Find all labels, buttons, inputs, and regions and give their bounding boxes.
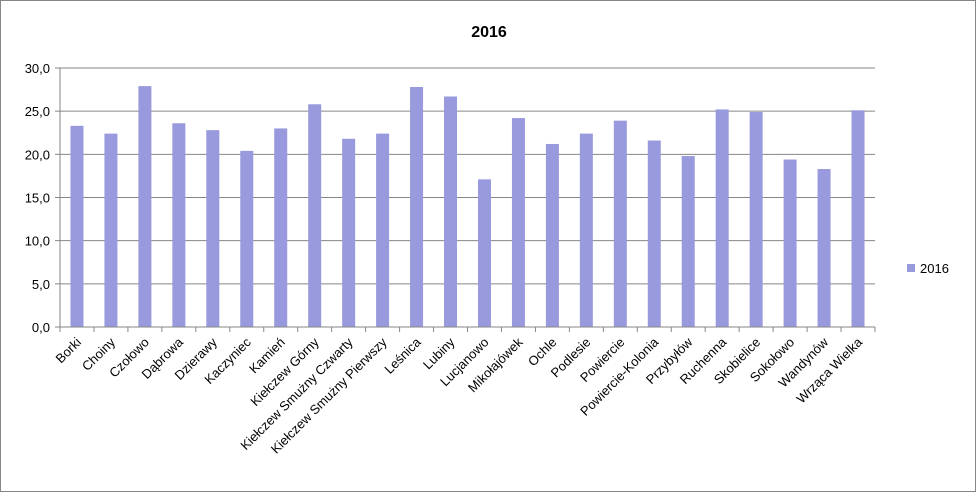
bar — [783, 159, 797, 327]
y-tick-label: 30,0 — [25, 61, 50, 76]
x-tick-label: Leśnica — [381, 334, 424, 377]
y-tick-label: 25,0 — [25, 104, 50, 119]
gridlines — [55, 67, 875, 328]
bar — [444, 96, 458, 328]
x-axis-tick-labels: BorkiChoinyCzołowoDąbrowaDzierawyKaczyni… — [53, 334, 866, 457]
bar — [681, 156, 695, 327]
bar-series — [70, 86, 865, 328]
bar — [817, 169, 831, 327]
y-axis-tick-labels: 0,0 5,0 10,0 15,0 20,0 25,0 30,0 — [25, 61, 50, 335]
bar — [70, 125, 84, 328]
bar — [308, 104, 322, 327]
y-tick-label: 15,0 — [25, 191, 50, 206]
y-tick-label: 20,0 — [25, 147, 50, 162]
bar — [511, 118, 525, 327]
bar — [342, 138, 356, 327]
legend-swatch — [907, 264, 915, 272]
bar — [172, 123, 186, 328]
bar — [749, 112, 763, 327]
legend-label: 2016 — [920, 261, 949, 276]
bar — [104, 133, 118, 327]
bar — [138, 86, 152, 327]
y-tick-label: 0,0 — [32, 320, 50, 335]
bar — [647, 140, 661, 327]
bar — [206, 130, 220, 327]
chart-title: 2016 — [471, 24, 507, 41]
bar — [715, 109, 729, 327]
bar — [477, 179, 491, 327]
axes — [59, 68, 876, 332]
bar — [376, 133, 390, 327]
bar — [410, 86, 424, 327]
bar — [240, 150, 254, 327]
bar — [579, 133, 593, 327]
legend: 2016 — [907, 261, 949, 276]
y-tick-label: 10,0 — [25, 234, 50, 249]
bar — [851, 110, 865, 327]
bar — [274, 128, 288, 327]
y-tick-label: 5,0 — [32, 277, 50, 292]
bar — [613, 120, 627, 327]
bar — [545, 143, 559, 327]
